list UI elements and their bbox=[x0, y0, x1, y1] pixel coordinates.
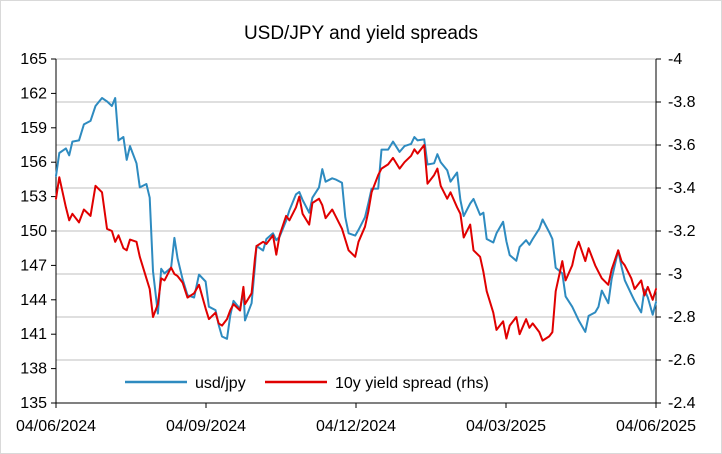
right-tick-label-8: -2.4 bbox=[668, 395, 696, 412]
left-tick-label-4: 147 bbox=[20, 257, 47, 274]
right-tick-label-4: -3.2 bbox=[668, 223, 696, 240]
left-tick-label-0: 135 bbox=[20, 395, 47, 412]
x-tick-label-4: 04/06/2025 bbox=[616, 418, 696, 435]
right-tick-label-7: -2.6 bbox=[668, 352, 696, 369]
right-tick-label-1: -3.8 bbox=[668, 94, 696, 111]
series-lines bbox=[55, 97, 657, 342]
left-tick-label-6: 153 bbox=[20, 189, 47, 206]
left-tick-label-2: 141 bbox=[20, 326, 47, 343]
left-tick-label-5: 150 bbox=[20, 223, 47, 240]
left-tick-label-10: 165 bbox=[20, 51, 47, 68]
right-tick-label-6: -2.8 bbox=[668, 309, 696, 326]
chart-title: USD/JPY and yield spreads bbox=[244, 23, 478, 44]
left-tick-label-8: 159 bbox=[20, 120, 47, 137]
x-tick-label-0: 04/06/2024 bbox=[16, 418, 96, 435]
x-tick-label-2: 04/12/2024 bbox=[316, 418, 396, 435]
right-tick-label-3: -3.4 bbox=[668, 180, 696, 197]
right-tick-label-2: -3.6 bbox=[668, 137, 696, 154]
axes: 135 138 141 144 147 150 153 156 159 162 165 -4 -3.8 -… bbox=[16, 51, 696, 435]
legend-label-usdjpy: usd/jpy bbox=[195, 375, 246, 392]
right-tick-label-5: -3 bbox=[668, 266, 682, 283]
left-tick-label-3: 144 bbox=[20, 292, 47, 309]
x-tick-label-1: 04/09/2024 bbox=[166, 418, 246, 435]
gridlines bbox=[56, 58, 656, 404]
left-tick-label-9: 162 bbox=[20, 85, 47, 102]
left-tick-label-1: 138 bbox=[20, 361, 47, 378]
legend-label-yield-spread: 10y yield spread (rhs) bbox=[335, 375, 489, 392]
series-line-usdjpy bbox=[55, 97, 657, 340]
series-line-yield-spread bbox=[55, 144, 657, 342]
legend: usd/jpy 10y yield spread (rhs) bbox=[125, 375, 489, 392]
left-tick-label-7: 156 bbox=[20, 154, 47, 171]
x-tick-label-3: 04/03/2025 bbox=[466, 418, 546, 435]
right-tick-label-0: -4 bbox=[668, 51, 682, 68]
